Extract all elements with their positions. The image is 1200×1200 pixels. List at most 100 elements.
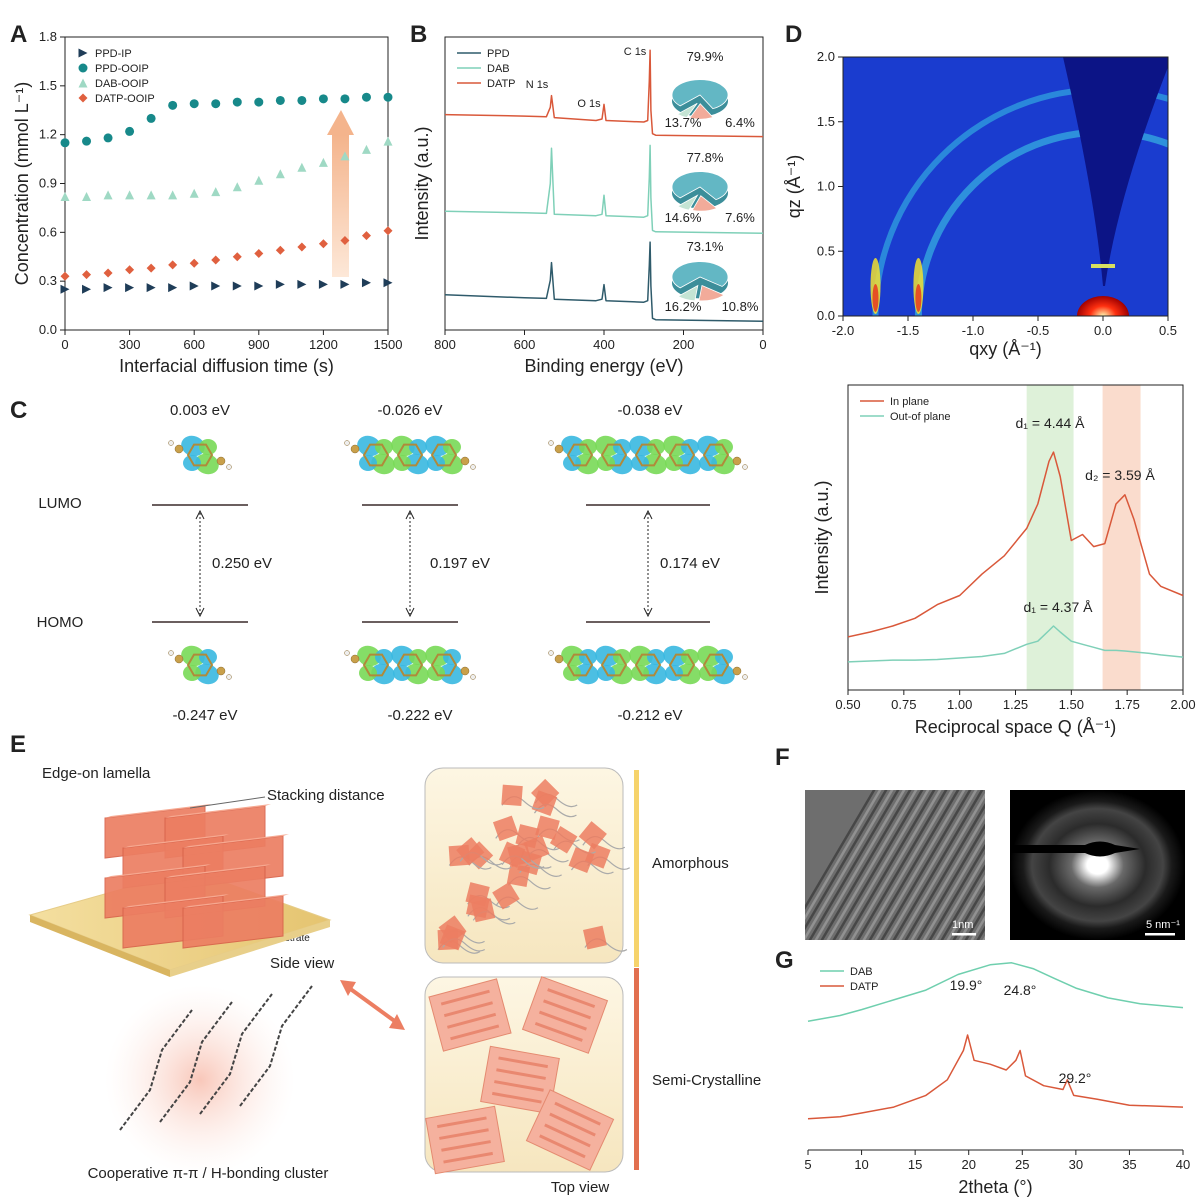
data-point: [211, 187, 221, 197]
x-tick-label: 15: [908, 1157, 922, 1172]
data-point: [318, 279, 328, 289]
lattice-fringe: [805, 790, 882, 921]
lattice-fringe: [856, 790, 948, 940]
atom: [470, 674, 476, 680]
lattice-fringe: [892, 790, 984, 940]
lattice-fringe: [808, 790, 900, 940]
link-arrow-head: [340, 980, 405, 1030]
amorphous-bar: [634, 770, 639, 967]
ring: [396, 653, 424, 677]
ring: [430, 443, 458, 467]
molecule-chain: [199, 993, 273, 1115]
x-tick-label: 1.50: [1059, 697, 1084, 712]
cluster-block: [425, 1105, 505, 1175]
scale-label: 5 nm⁻¹: [1146, 919, 1180, 931]
annotation: C 1s: [624, 46, 647, 58]
legend-label: PPD-IP: [95, 48, 132, 60]
lattice-fringe: [820, 790, 912, 940]
cluster-stripe: [439, 1128, 489, 1140]
legend-label: Out-of plane: [890, 411, 951, 423]
lattice-fringe: [934, 854, 985, 940]
lamella-top: [165, 804, 271, 818]
lattice-fringe: [805, 790, 876, 910]
hrtem-fringes: [805, 790, 985, 940]
amorphous-domain: [568, 847, 595, 873]
annotation: 19.9°: [950, 977, 983, 993]
lattice-fringe: [832, 790, 924, 940]
data-point: [168, 190, 178, 200]
data-point: [340, 94, 350, 104]
cluster-stripe: [447, 1012, 497, 1029]
stacking-label: Stacking distance: [267, 787, 385, 804]
legend-label: DATP-OOIP: [95, 93, 155, 105]
x-tick-label: 0.0: [1094, 323, 1112, 338]
lattice-fringe: [958, 894, 985, 940]
atom: [460, 666, 470, 676]
cluster-stripe: [534, 1021, 583, 1042]
x-axis-label: Reciprocal space Q (Å⁻¹): [915, 717, 1117, 737]
data-line: [807, 1034, 1184, 1120]
lattice-fringe: [826, 790, 918, 940]
atom: [554, 654, 564, 664]
substrate-edge: [30, 915, 170, 977]
y-axis-label: Intensity (a.u.): [412, 126, 432, 240]
amorphous-domain: [549, 826, 578, 854]
x-tick-label: 20: [961, 1157, 975, 1172]
pie-slice: [676, 194, 699, 211]
y-tick-label: 0.9: [39, 176, 57, 191]
data-point: [60, 284, 70, 294]
data-point: [254, 175, 264, 185]
molecule-chain: [239, 985, 313, 1107]
x-tick-label: -1.5: [897, 323, 919, 338]
scale-bar: [952, 933, 976, 936]
x-axis-label: qxy (Å⁻¹): [969, 339, 1042, 359]
data-point: [254, 97, 264, 107]
data-point: [383, 92, 393, 102]
atom: [742, 464, 748, 470]
data-point: [146, 190, 156, 200]
lamella-top: [105, 804, 211, 818]
x-tick-label: 0.5: [1159, 323, 1177, 338]
cluster-stripe: [543, 999, 592, 1020]
atom: [216, 456, 226, 466]
data-point: [189, 99, 199, 109]
data-line: [444, 144, 764, 235]
beam-stop: [1010, 841, 1140, 857]
pie-label: 77.8%: [687, 150, 724, 165]
cluster-stripe: [544, 1123, 591, 1148]
x-tick-label: 0.75: [891, 697, 916, 712]
lattice-fringe: [964, 905, 985, 940]
data-point: [232, 252, 242, 262]
y-axis-label: Concentration (mmol L⁻¹): [12, 82, 32, 286]
atom: [216, 666, 226, 676]
gap-energy: 0.250 eV: [212, 555, 272, 572]
cluster-stripe: [491, 1091, 542, 1104]
data-point: [189, 281, 199, 291]
data-point: [82, 136, 92, 146]
x-tick-label: -1.0: [962, 323, 984, 338]
data-point: [318, 239, 328, 249]
data-point: [60, 271, 70, 281]
atom: [226, 674, 232, 680]
y-tick-label: 1.2: [39, 127, 57, 142]
data-line: [847, 451, 1184, 638]
lattice-fringe: [922, 833, 985, 940]
cluster-stripe: [549, 1112, 596, 1137]
y-tick-label: 1.0: [817, 179, 835, 194]
x-tick-label: 30: [1069, 1157, 1083, 1172]
substrate-edge: [170, 920, 330, 977]
pie-slice: [691, 195, 718, 212]
x-tick-label: 900: [248, 337, 270, 352]
cluster-block: [480, 1045, 560, 1115]
direct-beam: [1077, 296, 1129, 316]
y-tick-label: 0.0: [817, 308, 835, 323]
data-point: [211, 281, 221, 291]
amorphous-domain: [471, 898, 496, 923]
legend-label: In plane: [890, 396, 929, 408]
amorphous-domain: [501, 784, 523, 807]
data-point: [340, 151, 350, 161]
legend-swatch: [78, 78, 88, 88]
cluster-block: [521, 976, 609, 1054]
x-tick-label: 1500: [374, 337, 403, 352]
